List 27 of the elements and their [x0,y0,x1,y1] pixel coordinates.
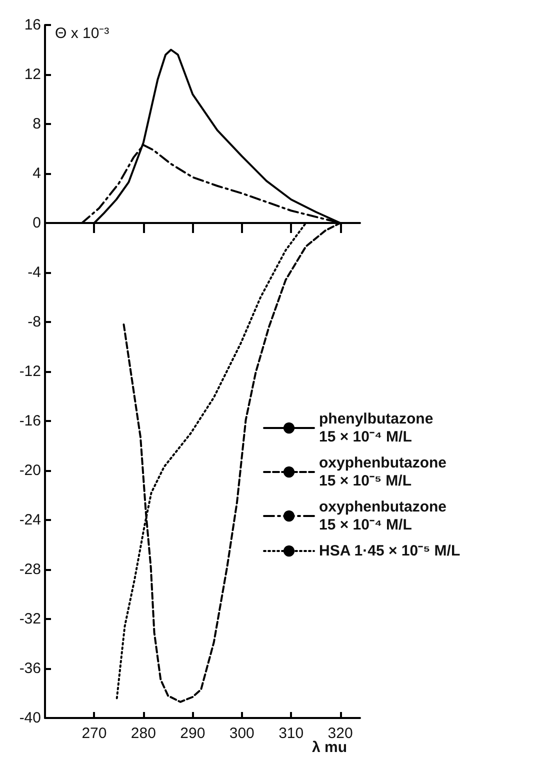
y-tick-label: -28 [19,561,41,578]
y-tick-label: 16 [24,16,41,34]
x-tick-label: 290 [180,725,206,742]
y-tick-label: -16 [19,412,41,430]
legend-label: oxyphenbutazone 15 × 10⁻⁴ M/L [319,498,447,534]
legend-label: phenylbutazone 15 × 10⁻⁴ M/L [319,410,434,446]
y-tick-label: -20 [19,462,41,479]
x-tick-label: 300 [229,725,254,742]
y-tick-label: -8 [28,314,41,330]
x-tick-label: 310 [278,725,304,742]
legend-label: oxyphenbutazone 15 × 10⁻⁵ M/L [319,454,447,490]
y-axis-title: Θ x 10⁻³ [55,25,110,42]
legend-label: HSA 1·45 × 10⁻⁵ M/L [319,542,460,560]
x-tick-label: 270 [82,725,107,742]
x-axis-title: λ mu [312,739,348,756]
y-tick-label: -4 [28,264,41,281]
y-tick-label: -24 [19,512,41,528]
y-tick-label: 4 [32,165,41,182]
y-tick-label: -36 [19,660,41,677]
x-tick-label: 320 [328,725,353,742]
y-tick-label: -40 [19,710,41,726]
y-tick-label: -12 [19,363,41,380]
x-tick-label: 280 [130,725,156,742]
y-tick-label: 0 [32,214,41,232]
y-tick-label: 12 [24,66,41,83]
y-tick-label: 8 [32,116,41,132]
y-tick-label: -32 [19,610,41,628]
